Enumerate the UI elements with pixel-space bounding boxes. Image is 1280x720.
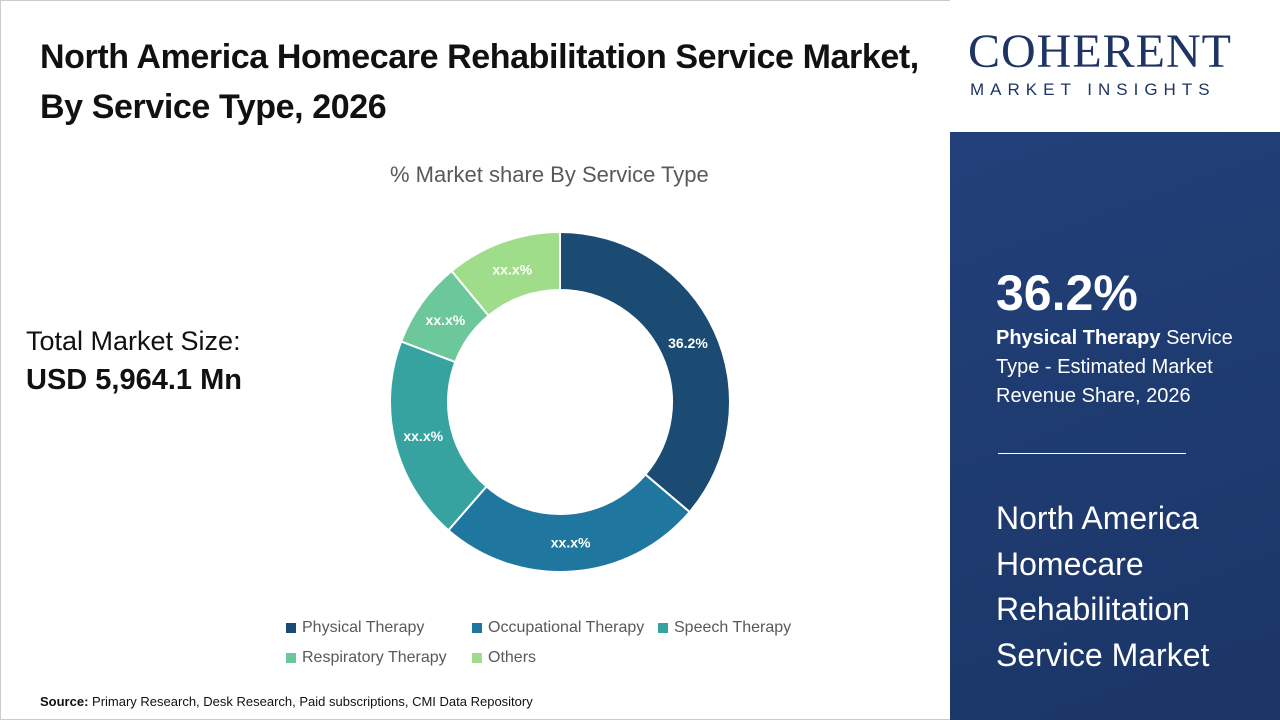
highlight-desc-text: Service Type - Estimated Market Revenue … bbox=[996, 327, 1233, 407]
source-note: Source: Primary Research, Desk Research,… bbox=[40, 694, 533, 710]
legend-item: Others bbox=[472, 648, 536, 668]
total-market-label: Total Market Size: bbox=[26, 326, 241, 356]
legend-swatch bbox=[472, 653, 482, 663]
legend-item: Respiratory Therapy bbox=[286, 648, 447, 668]
divider bbox=[998, 453, 1186, 454]
source-label: Source: bbox=[40, 694, 89, 709]
data-label: xx.x% bbox=[551, 535, 591, 551]
logo-main: COHERENT bbox=[968, 25, 1232, 78]
legend-item: Speech Therapy bbox=[658, 618, 791, 638]
legend-swatch bbox=[286, 653, 296, 663]
slice-others bbox=[450, 230, 561, 318]
chart-title: % Market share By Service Type bbox=[390, 162, 709, 187]
legend-label: Respiratory Therapy bbox=[302, 649, 447, 666]
legend-label: Others bbox=[488, 649, 537, 666]
legend-label: Speech Therapy bbox=[674, 619, 792, 636]
source-text: Primary Research, Desk Research, Paid su… bbox=[88, 694, 533, 709]
market-name: North America Homecare Rehabilitation Se… bbox=[996, 500, 1210, 673]
highlight-description: Physical Therapy Service Type - Estimate… bbox=[996, 324, 1256, 411]
legend-swatch bbox=[472, 623, 482, 633]
sidebar-panel bbox=[950, 132, 1280, 720]
legend-label: Physical Therapy bbox=[302, 619, 425, 636]
donut-chart: 36.2% xx.x% xx.x% xx.x% xx.x% bbox=[389, 230, 731, 573]
legend-swatch bbox=[658, 623, 668, 633]
highlight-segment: Physical Therapy bbox=[996, 327, 1161, 349]
page-title: North America Homecare Rehabilitation Se… bbox=[40, 38, 919, 126]
legend-label: Occupational Therapy bbox=[488, 619, 645, 636]
data-label: 36.2% bbox=[668, 335, 708, 351]
slice-physical-therapy bbox=[559, 230, 731, 514]
legend-item: Physical Therapy bbox=[286, 618, 424, 638]
total-market-value: USD 5,964.1 Mn bbox=[26, 364, 242, 396]
data-label: xx.x% bbox=[492, 261, 532, 277]
legend-item: Occupational Therapy bbox=[472, 618, 644, 638]
data-label: xx.x% bbox=[426, 312, 466, 328]
highlight-percent: 36.2% bbox=[996, 265, 1138, 321]
logo-sub: MARKET INSIGHTS bbox=[970, 80, 1216, 99]
logo: COHERENT MARKET INSIGHTS bbox=[950, 0, 1280, 132]
data-label: xx.x% bbox=[403, 428, 443, 444]
legend-swatch bbox=[286, 623, 296, 633]
